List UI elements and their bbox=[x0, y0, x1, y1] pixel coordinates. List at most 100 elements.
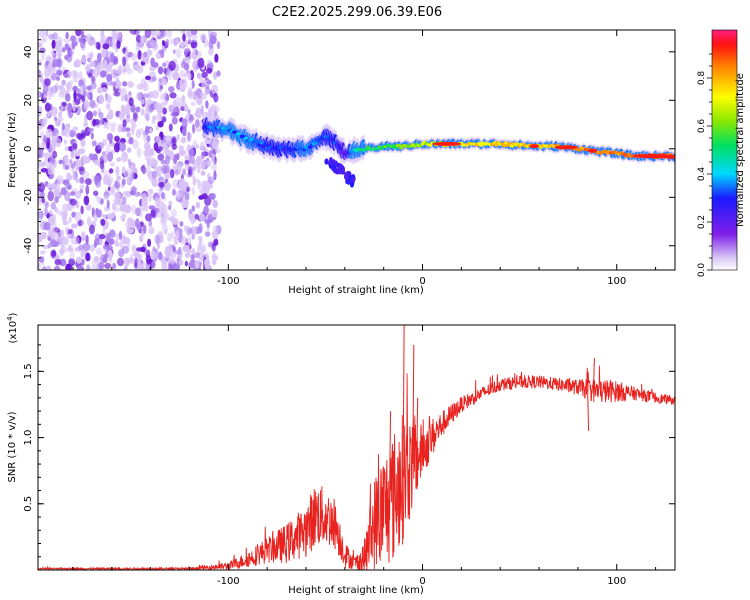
noise-speckle bbox=[183, 39, 189, 47]
noise-speckle bbox=[212, 200, 218, 208]
noise-speckle bbox=[107, 151, 114, 162]
noise-speckle bbox=[174, 169, 179, 176]
noise-speckle bbox=[79, 39, 85, 49]
noise-speckle bbox=[72, 126, 79, 132]
noise-speckle bbox=[157, 230, 164, 237]
noise-speckle bbox=[62, 220, 69, 226]
noise-speckle bbox=[98, 94, 104, 105]
noise-speckle bbox=[174, 96, 182, 103]
noise-speckle bbox=[88, 224, 95, 235]
noise-speckle bbox=[204, 258, 211, 268]
spectrogram-xtick-label: 0 bbox=[419, 276, 425, 287]
snr-scale-label: (x104) bbox=[6, 312, 19, 343]
noise-speckle bbox=[147, 188, 154, 194]
noise-speckle bbox=[196, 155, 202, 166]
noise-speckle bbox=[102, 43, 110, 50]
noise-speckle bbox=[44, 102, 51, 112]
noise-speckle bbox=[165, 155, 170, 166]
noise-speckle bbox=[38, 182, 46, 193]
noise-speckle bbox=[212, 252, 216, 258]
noise-speckle bbox=[148, 219, 153, 228]
noise-speckle bbox=[105, 93, 112, 104]
noise-speckle bbox=[103, 253, 109, 258]
noise-speckle bbox=[48, 33, 55, 40]
noise-speckle bbox=[129, 30, 137, 35]
ridge-peak bbox=[432, 141, 462, 146]
snr-xlabel: Height of straight line (km) bbox=[288, 585, 424, 596]
noise-speckle bbox=[40, 161, 47, 167]
noise-speckle bbox=[154, 197, 162, 203]
ridge-core bbox=[224, 126, 229, 130]
noise-speckle bbox=[121, 196, 127, 205]
snr-series-line bbox=[38, 365, 675, 570]
noise-speckle bbox=[76, 256, 82, 264]
noise-speckle bbox=[190, 101, 196, 107]
noise-speckle bbox=[103, 174, 109, 185]
ridge-core bbox=[331, 138, 336, 142]
noise-speckle bbox=[69, 159, 73, 165]
noise-speckle bbox=[56, 69, 63, 76]
noise-speckle bbox=[132, 251, 139, 257]
noise-speckle bbox=[114, 79, 122, 89]
noise-speckle bbox=[96, 209, 102, 218]
noise-speckle bbox=[162, 78, 167, 86]
noise-speckle bbox=[140, 35, 144, 43]
noise-speckle bbox=[142, 81, 149, 92]
noise-speckle bbox=[150, 250, 157, 260]
noise-speckle bbox=[195, 201, 201, 209]
snr-spike bbox=[402, 325, 405, 478]
noise-speckle bbox=[87, 57, 92, 63]
noise-speckle bbox=[187, 72, 192, 81]
noise-speckle bbox=[146, 50, 151, 58]
noise-speckle bbox=[136, 147, 142, 158]
noise-speckle bbox=[117, 124, 123, 133]
noise-speckle bbox=[169, 169, 175, 179]
noise-speckle bbox=[70, 163, 76, 169]
noise-speckle bbox=[45, 265, 52, 270]
noise-speckle bbox=[67, 229, 73, 235]
noise-speckle bbox=[114, 192, 121, 200]
noise-speckle bbox=[187, 108, 191, 115]
noise-speckle bbox=[181, 199, 189, 209]
noise-speckle bbox=[140, 108, 145, 116]
noise-speckle bbox=[115, 166, 120, 176]
noise-speckle bbox=[151, 260, 156, 269]
noise-speckle bbox=[151, 90, 160, 99]
noise-speckle bbox=[74, 191, 82, 199]
noise-speckle bbox=[159, 30, 165, 38]
noise-speckle bbox=[59, 229, 65, 237]
noise-speckle bbox=[79, 184, 85, 190]
noise-speckle bbox=[130, 104, 136, 113]
noise-speckle bbox=[94, 233, 101, 241]
noise-speckle bbox=[64, 43, 70, 50]
noise-speckle bbox=[100, 118, 104, 125]
noise-speckle bbox=[98, 261, 105, 270]
noise-speckle bbox=[151, 177, 158, 186]
noise-speckle bbox=[194, 213, 200, 220]
noise-speckle bbox=[208, 106, 214, 115]
snr-spike bbox=[412, 344, 415, 465]
noise-speckle bbox=[179, 145, 184, 153]
noise-speckle bbox=[44, 78, 51, 87]
noise-speckle bbox=[59, 247, 64, 256]
noise-speckle bbox=[214, 95, 219, 102]
noise-speckle bbox=[189, 259, 197, 269]
noise-speckle bbox=[168, 104, 174, 113]
noise-speckle bbox=[87, 72, 93, 79]
noise-speckle bbox=[190, 30, 198, 36]
noise-speckle bbox=[127, 81, 134, 88]
noise-speckle bbox=[171, 143, 177, 150]
noise-speckle bbox=[147, 193, 153, 202]
noise-speckle bbox=[97, 61, 102, 72]
noise-speckle bbox=[102, 151, 106, 160]
noise-speckle bbox=[172, 188, 176, 196]
noise-speckle bbox=[121, 245, 129, 254]
noise-speckle bbox=[50, 201, 56, 210]
noise-speckle bbox=[91, 259, 98, 268]
noise-speckle bbox=[201, 181, 208, 191]
noise-speckle bbox=[198, 235, 203, 242]
ridge-peak bbox=[554, 145, 578, 150]
noise-speckle bbox=[124, 204, 132, 214]
noise-speckle bbox=[67, 184, 73, 190]
noise-speckle bbox=[39, 131, 45, 141]
